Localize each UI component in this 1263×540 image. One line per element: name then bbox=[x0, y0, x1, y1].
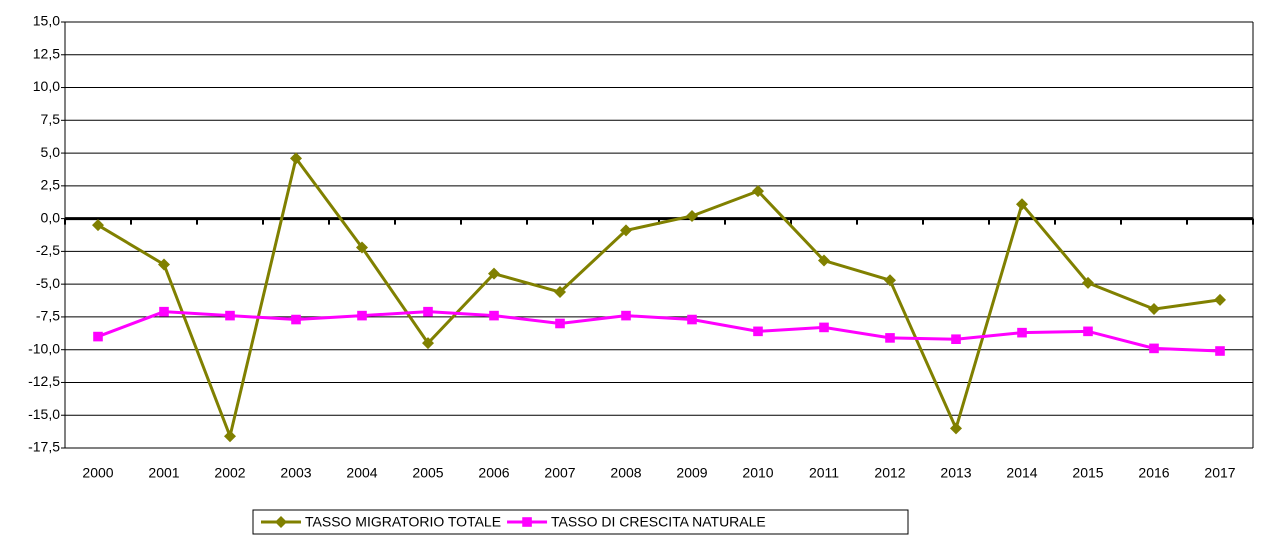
marker bbox=[1215, 346, 1225, 356]
series-line bbox=[97, 154, 1221, 442]
x-tick-label: 2007 bbox=[544, 465, 575, 481]
x-tick-label: 2009 bbox=[676, 465, 707, 481]
marker bbox=[950, 422, 962, 435]
series-line bbox=[97, 310, 1221, 353]
x-tick-label: 2015 bbox=[1072, 465, 1103, 481]
marker bbox=[555, 318, 565, 329]
marker bbox=[686, 209, 698, 222]
marker bbox=[1148, 303, 1160, 316]
legend-marker bbox=[522, 517, 532, 527]
x-tick-label: 2005 bbox=[412, 465, 443, 481]
marker bbox=[554, 286, 566, 299]
y-tick-label: 7,5 bbox=[41, 111, 61, 127]
marker bbox=[93, 331, 103, 342]
marker bbox=[951, 334, 961, 345]
marker bbox=[753, 326, 763, 337]
x-tick-label: 2000 bbox=[82, 465, 113, 481]
marker bbox=[158, 258, 170, 271]
marker bbox=[423, 306, 433, 317]
y-tick-label: -7,5 bbox=[36, 308, 60, 324]
x-tick-label: 2011 bbox=[809, 465, 839, 481]
marker bbox=[356, 241, 368, 254]
x-tick-label: 2006 bbox=[478, 465, 509, 481]
marker bbox=[884, 274, 896, 287]
x-tick-label: 2004 bbox=[346, 465, 377, 481]
marker bbox=[159, 306, 169, 317]
marker bbox=[1083, 326, 1093, 337]
marker bbox=[422, 337, 434, 350]
legend-box bbox=[252, 509, 909, 535]
x-tick-label: 2013 bbox=[940, 465, 971, 481]
marker bbox=[92, 219, 104, 232]
marker bbox=[1214, 293, 1226, 306]
x-tick-label: 2002 bbox=[214, 465, 245, 481]
marker bbox=[1016, 198, 1028, 211]
marker bbox=[357, 310, 367, 321]
x-tick-label: 2010 bbox=[742, 465, 773, 481]
marker bbox=[488, 267, 500, 280]
y-tick-label: -15,0 bbox=[28, 406, 60, 422]
y-tick-label: 5,0 bbox=[41, 144, 61, 160]
marker bbox=[290, 152, 302, 165]
marker bbox=[687, 314, 697, 325]
legend-label: TASSO DI CRESCITA NATURALE bbox=[551, 514, 766, 530]
marker bbox=[1017, 327, 1027, 338]
marker bbox=[225, 310, 235, 321]
y-tick-label: -10,0 bbox=[28, 340, 60, 356]
marker bbox=[885, 333, 895, 343]
y-tick-label: -12,5 bbox=[28, 373, 60, 389]
x-tick-label: 2014 bbox=[1006, 465, 1037, 481]
y-tick-label: 10,0 bbox=[33, 78, 60, 94]
marker bbox=[819, 322, 829, 333]
legend-label: TASSO MIGRATORIO TOTALE bbox=[305, 514, 501, 530]
marker bbox=[489, 310, 499, 321]
legend-marker bbox=[275, 516, 287, 528]
x-tick-label: 2008 bbox=[610, 465, 641, 481]
marker bbox=[1149, 343, 1159, 354]
marker bbox=[1082, 276, 1094, 289]
x-tick-label: 2016 bbox=[1138, 465, 1169, 481]
y-tick-label: 2,5 bbox=[41, 177, 61, 193]
x-tick-label: 2003 bbox=[280, 465, 311, 481]
y-tick-label: -5,0 bbox=[36, 275, 60, 291]
y-tick-label: 0,0 bbox=[41, 209, 61, 225]
marker bbox=[621, 310, 631, 321]
y-tick-label: 12,5 bbox=[33, 45, 60, 61]
y-tick-label: 15,0 bbox=[33, 13, 60, 29]
y-tick-label: -2,5 bbox=[36, 242, 60, 258]
x-tick-label: 2001 bbox=[148, 465, 179, 481]
marker bbox=[818, 254, 830, 267]
x-tick-label: 2017 bbox=[1204, 465, 1235, 481]
marker bbox=[224, 430, 236, 443]
marker bbox=[752, 185, 764, 198]
x-tick-label: 2012 bbox=[874, 465, 905, 481]
y-tick-label: -17,5 bbox=[28, 439, 60, 455]
marker bbox=[291, 314, 301, 325]
marker bbox=[620, 224, 632, 237]
